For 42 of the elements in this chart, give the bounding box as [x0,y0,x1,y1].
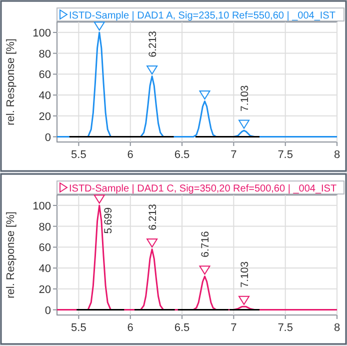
y-tick-label: 0 [44,304,51,317]
chart-title: ISTD-Sample | DAD1 A, Sig=235,10 Ref=550,60 | _004_IST [69,10,336,22]
y-tick-label: 100 [32,200,51,212]
annotation: 7.103 [239,85,252,112]
point [94,22,105,31]
y-tick-label: 100 [32,27,51,40]
y-tick-label: 40 [38,90,51,102]
point [94,194,105,204]
y-axis-title: rel. Response [%] [5,212,17,298]
y-tick-label: 40 [38,263,51,276]
x-tick-label: 6 [127,322,134,334]
x-tick-label: 7.5 [278,149,293,161]
point [238,120,250,129]
point [238,296,250,305]
x-tick-label: 6.5 [174,149,190,161]
y-tick-label: 20 [38,284,51,296]
y-axis-title: rel. Response [%] [5,38,17,126]
x-tick-label: 6.5 [174,322,190,334]
x-tick-label: 6 [127,149,134,161]
x-tick-label: 8 [334,322,340,334]
chart-title: ISTD-Sample | DAD1 C, Sig=350,20 Ref=500,60 | _004_IST [69,184,337,194]
y-tick-label: 80 [38,221,51,234]
x-tick-label: 7 [230,322,237,334]
annotation: 6.716 [200,230,212,258]
y-tick-label: 20 [38,110,51,123]
x-tick-label: 5.5 [71,149,86,161]
annotation: 7.103 [239,261,252,288]
annotation: 6.213 [147,30,160,58]
x-tick-label: 5.5 [71,322,86,334]
point [199,90,210,100]
y-tick-label: 0 [44,132,51,144]
y-tick-label: 60 [38,69,51,82]
x-tick-label: 7 [230,149,237,161]
x-tick-label: 8 [334,149,340,161]
point [199,266,210,275]
y-tick-label: 60 [38,242,51,254]
point [146,66,158,74]
x-tick-label: 7.5 [278,322,293,334]
y-tick-label: 80 [38,48,51,60]
point [146,238,158,248]
annotation: 5.699 [102,207,114,234]
annotation: 6.213 [147,204,160,230]
